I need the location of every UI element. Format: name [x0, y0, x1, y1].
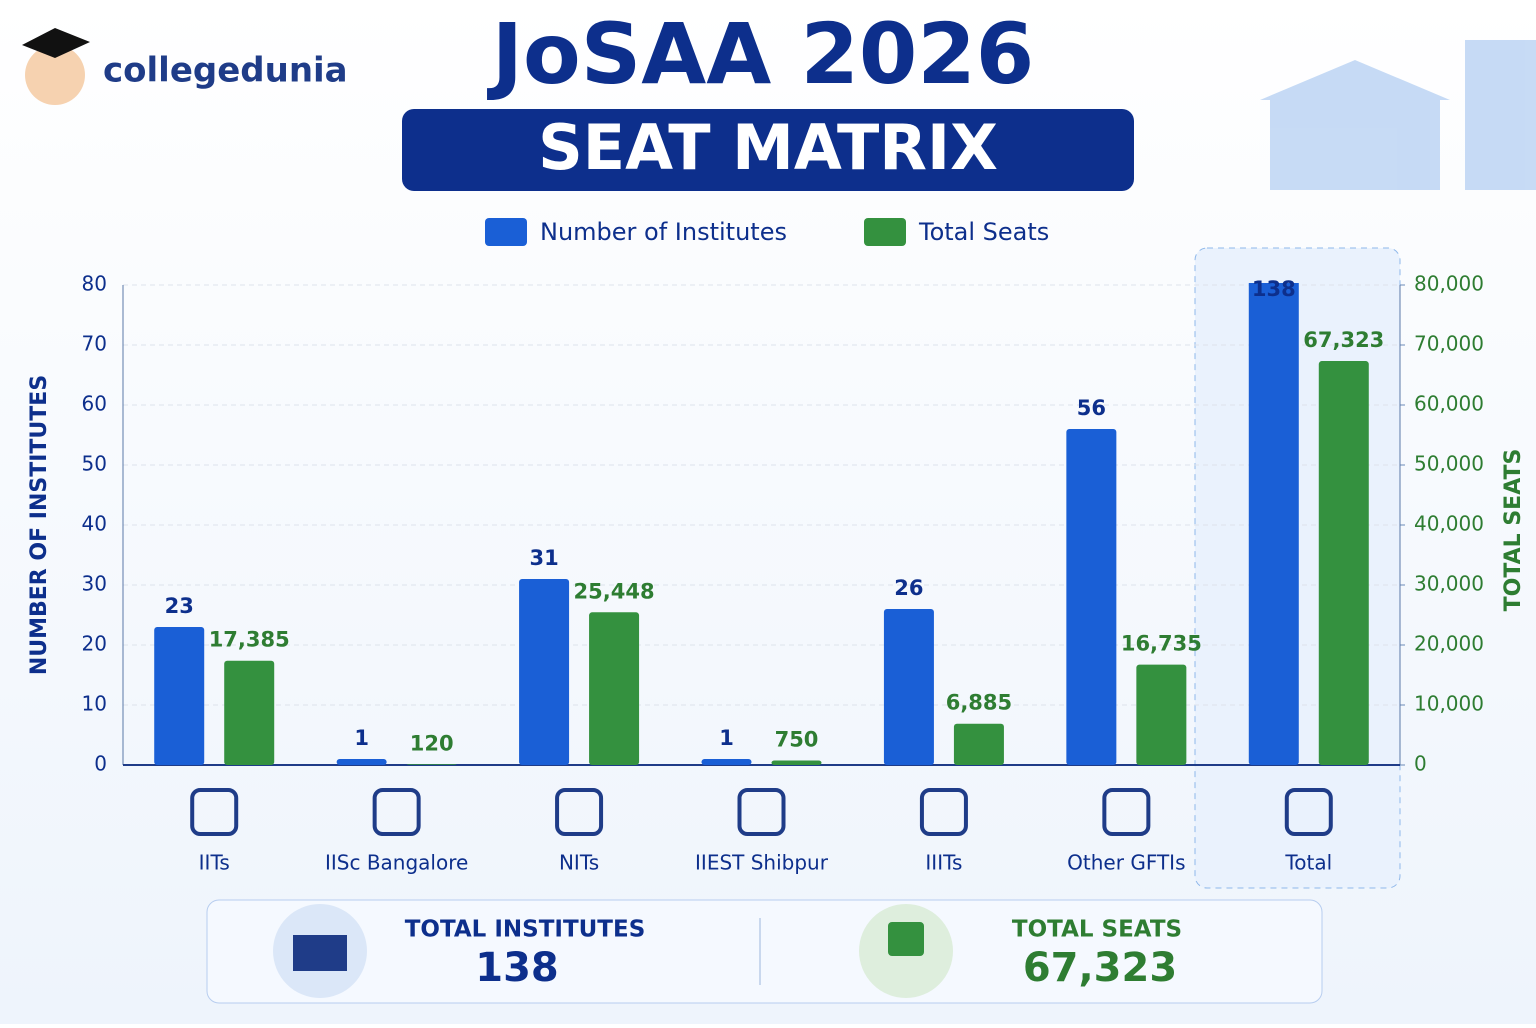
category-icon: [1284, 788, 1333, 836]
y-tick-label: 40: [82, 512, 107, 536]
y2-tick-label: 0: [1414, 752, 1427, 776]
summary-card: [206, 899, 1323, 1004]
x-tick-label: Other GFTIs: [1067, 851, 1185, 875]
y-tick-label: 50: [82, 452, 107, 476]
logo-cap: [22, 28, 90, 58]
bar: [953, 723, 1004, 765]
y-tick-label: 0: [94, 752, 107, 776]
category-icon: [190, 788, 239, 836]
data-label: 6,885: [946, 691, 1012, 715]
bar: [1136, 664, 1187, 765]
y-axis-title: NUMBER OF INSTITUTES: [27, 375, 52, 675]
summary-label: TOTAL INSTITUTES: [405, 917, 646, 943]
data-label: 56: [1077, 396, 1106, 420]
legend-swatch: [485, 218, 527, 246]
brand: collegedunia: [103, 51, 348, 91]
data-label: 26: [894, 576, 923, 600]
bar: [1318, 361, 1369, 765]
y2-tick-label: 10,000: [1414, 692, 1484, 716]
category-icon: [1102, 788, 1151, 836]
category-icon: [737, 788, 786, 836]
x-tick-label: IIEST Shibpur: [695, 851, 829, 875]
bar: [224, 660, 275, 765]
data-label: 16,735: [1121, 632, 1202, 656]
plot-area: [154, 283, 1369, 765]
summary-value: 67,323: [1023, 945, 1177, 991]
data-label: 31: [529, 546, 558, 570]
data-label: 25,448: [574, 579, 655, 603]
x-tick-label: IIITs: [925, 851, 962, 875]
legend-label: Number of Institutes: [540, 218, 787, 246]
chart-title: JoSAA 2026: [487, 5, 1035, 103]
category-icon: [919, 788, 968, 836]
data-label: 138: [1252, 277, 1296, 301]
data-label: 17,385: [209, 628, 290, 652]
category-icon: [555, 788, 604, 836]
bar: [406, 764, 457, 765]
y2-tick-label: 40,000: [1414, 512, 1484, 536]
x-tick-label: NITs: [559, 851, 599, 875]
data-label: 67,323: [1303, 328, 1384, 352]
data-label: 120: [410, 731, 454, 755]
bar: [589, 612, 640, 765]
y-tick-label: 60: [82, 392, 107, 416]
bar: [336, 759, 387, 765]
y2-tick-label: 50,000: [1414, 452, 1484, 476]
y2-tick-label: 30,000: [1414, 572, 1484, 596]
chart-subtitle: SEAT MATRIX: [538, 111, 998, 184]
institutes-icon-shape: [293, 935, 347, 971]
bar: [519, 579, 570, 765]
x-tick-label: IITs: [199, 851, 230, 875]
x-tick-label: IISc Bangalore: [325, 851, 468, 875]
legend-label: Total Seats: [918, 218, 1049, 246]
building-illustration: [1260, 40, 1536, 190]
data-label: 750: [775, 728, 819, 752]
bar: [1248, 283, 1299, 765]
y-tick-label: 80: [82, 272, 107, 296]
data-label: 23: [165, 594, 194, 618]
bar: [883, 609, 934, 765]
y-tick-label: 70: [82, 332, 107, 356]
bar: [1066, 429, 1117, 765]
y2-tick-label: 60,000: [1414, 392, 1484, 416]
y-tick-label: 30: [82, 572, 107, 596]
legend-swatch: [864, 218, 906, 246]
category-icon: [372, 788, 421, 836]
seats-icon-shape: [888, 922, 924, 956]
data-label: 1: [354, 726, 369, 750]
y-tick-label: 20: [82, 632, 107, 656]
bar: [701, 759, 752, 765]
summary-value: 138: [475, 945, 559, 991]
bar: [154, 627, 205, 765]
y2-tick-label: 80,000: [1414, 272, 1484, 296]
x-tick-label: Total: [1284, 851, 1332, 875]
bar: [771, 760, 822, 765]
y2-axis-title: TOTAL SEATS: [1501, 449, 1526, 612]
summary-label: TOTAL SEATS: [1012, 917, 1182, 943]
logo-face: [25, 45, 85, 105]
data-label: 1: [719, 726, 734, 750]
y-tick-label: 10: [82, 692, 107, 716]
subtitle-banner: [402, 109, 1134, 191]
y2-tick-label: 20,000: [1414, 632, 1484, 656]
y2-tick-label: 70,000: [1414, 332, 1484, 356]
